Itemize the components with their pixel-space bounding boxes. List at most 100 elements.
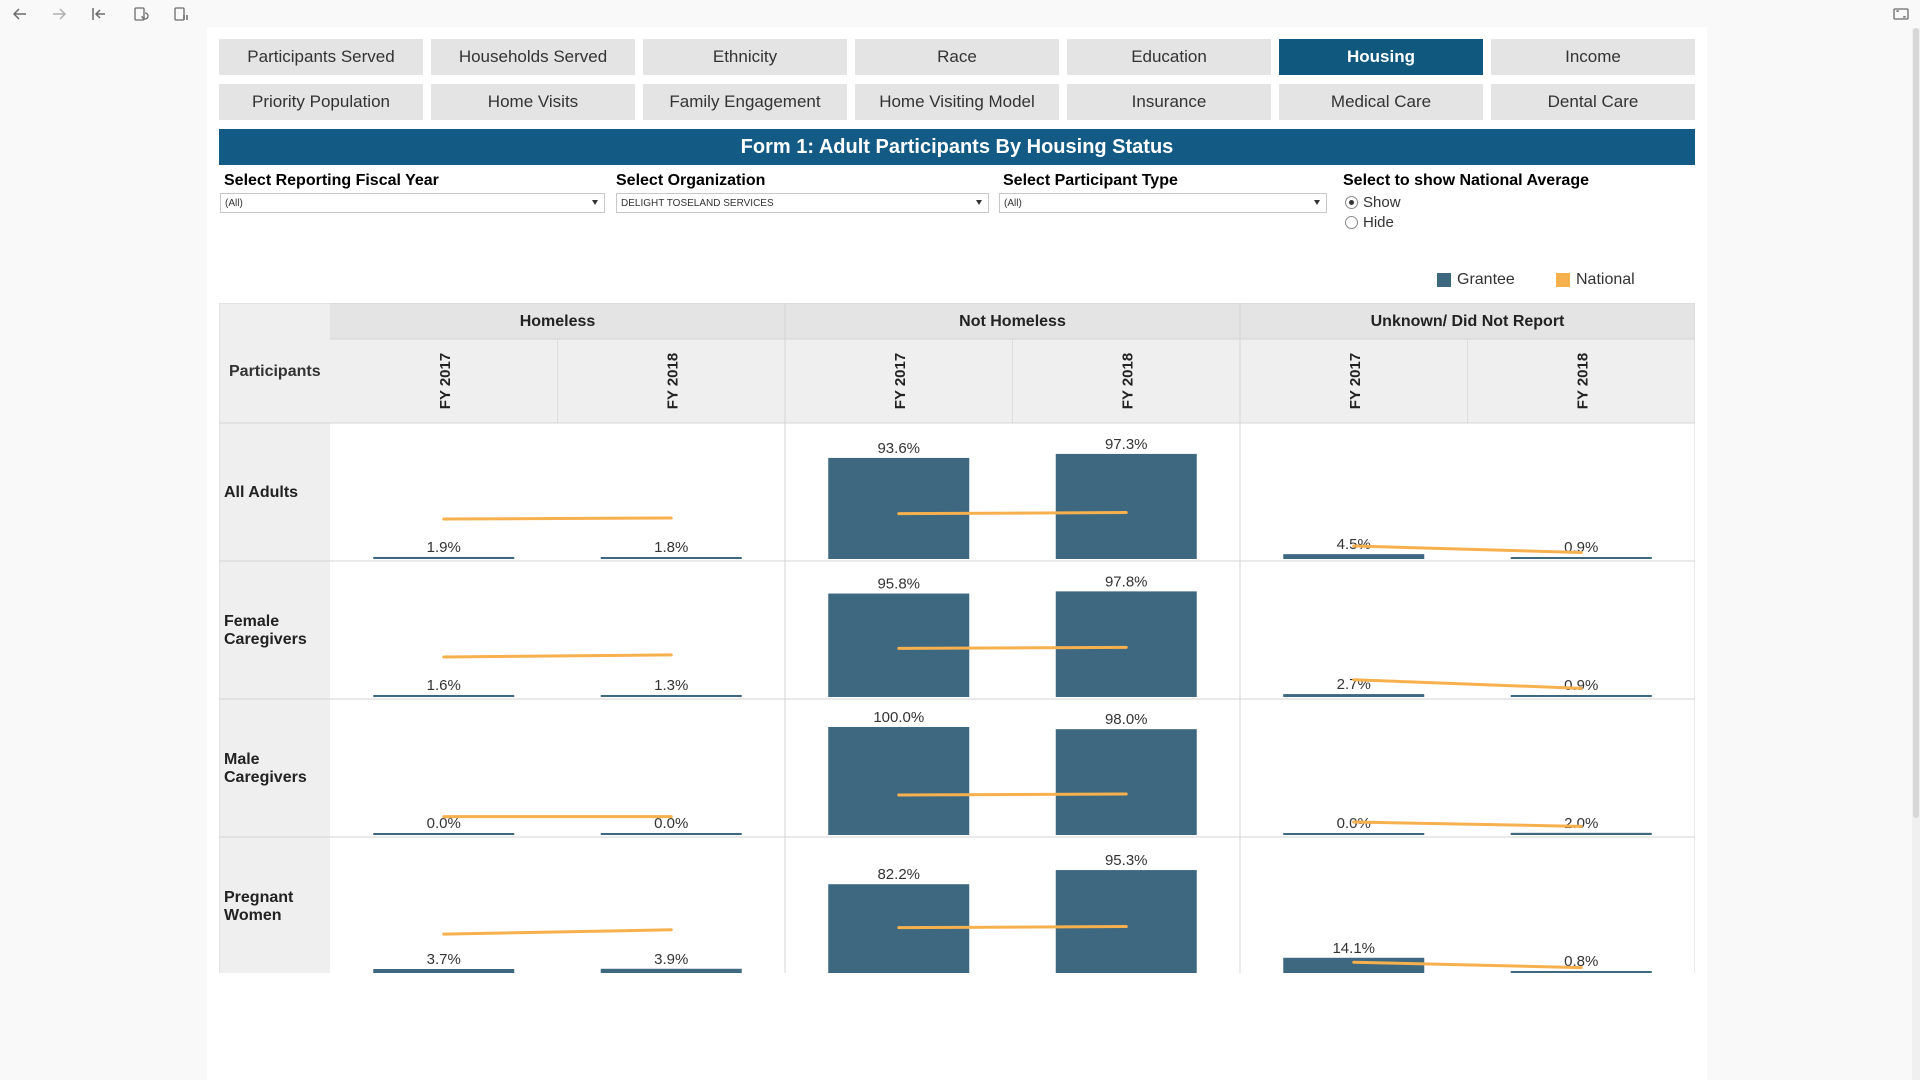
participant-type-value: (All) xyxy=(1004,197,1022,209)
data-label: 0.9% xyxy=(1564,677,1598,694)
tab-home-visiting-model[interactable]: Home Visiting Model xyxy=(855,84,1059,120)
data-label: 14.1% xyxy=(1332,940,1375,957)
tab-households-served[interactable]: Households Served xyxy=(431,39,635,75)
legend-grantee-label: Grantee xyxy=(1457,271,1515,288)
year-tick-label: FY 2018 xyxy=(664,353,681,409)
tab-education[interactable]: Education xyxy=(1067,39,1271,75)
national-average-line xyxy=(1352,544,1583,555)
grantee-bar xyxy=(1283,694,1425,697)
data-label: 95.8% xyxy=(877,576,920,593)
first-page-icon[interactable] xyxy=(88,3,110,25)
tab-housing[interactable]: Housing xyxy=(1279,39,1483,75)
column-header-0: Homeless xyxy=(520,313,596,330)
grantee-bar xyxy=(1510,557,1652,559)
grantee-bar xyxy=(373,969,515,973)
grantee-bar xyxy=(1283,957,1425,973)
tab-participants-served[interactable]: Participants Served xyxy=(219,39,423,75)
national-average-line xyxy=(1352,960,1583,970)
page-title: Form 1: Adult Participants By Housing St… xyxy=(219,129,1695,165)
fiscal-year-value: (All) xyxy=(225,197,243,209)
national-average-line xyxy=(1352,678,1583,690)
chevron-down-icon xyxy=(976,200,982,205)
fiscal-year-label: Select Reporting Fiscal Year xyxy=(224,172,439,189)
tab-dental-care[interactable]: Dental Care xyxy=(1491,84,1695,120)
data-label: 1.3% xyxy=(654,677,688,694)
grantee-bar xyxy=(1510,971,1652,973)
data-label: 0.8% xyxy=(1564,953,1598,970)
national-average-line xyxy=(897,645,1128,650)
grantee-bar xyxy=(1283,833,1425,835)
grantee-bar xyxy=(1055,453,1197,559)
organization-dropdown[interactable]: DELIGHT TOSELAND SERVICES xyxy=(616,193,989,213)
grantee-bar xyxy=(1510,695,1652,697)
radio-hide-label: Hide xyxy=(1363,214,1394,231)
tab-family-engagement[interactable]: Family Engagement xyxy=(643,84,847,120)
national-average-line xyxy=(442,516,673,521)
tab-ethnicity[interactable]: Ethnicity xyxy=(643,39,847,75)
data-label: 1.9% xyxy=(427,539,461,556)
tab-priority-population[interactable]: Priority Population xyxy=(219,84,423,120)
grantee-bar xyxy=(600,968,742,973)
grantee-bar xyxy=(600,833,742,835)
grantee-swatch xyxy=(1437,273,1451,287)
row-label: Pregnant xyxy=(224,889,294,906)
row-label: Caregivers xyxy=(224,631,307,648)
forward-arrow-icon[interactable] xyxy=(48,3,70,25)
year-tick-label: FY 2017 xyxy=(437,353,454,409)
tab-insurance[interactable]: Insurance xyxy=(1067,84,1271,120)
national-average-line xyxy=(442,928,673,936)
national-average-line xyxy=(897,792,1128,797)
radio-hide[interactable]: Hide xyxy=(1345,214,1394,231)
national-average-line xyxy=(897,511,1128,516)
national-swatch xyxy=(1556,273,1570,287)
tab-race[interactable]: Race xyxy=(855,39,1059,75)
column-header-band xyxy=(330,303,1695,339)
data-label: 1.8% xyxy=(654,539,688,556)
data-label: 100.0% xyxy=(873,709,924,726)
participant-type-dropdown[interactable]: (All) xyxy=(999,193,1327,213)
column-header-2: Unknown/ Did Not Report xyxy=(1371,313,1565,330)
grantee-bar xyxy=(828,457,970,559)
grantee-bar xyxy=(828,593,970,697)
tab-income[interactable]: Income xyxy=(1491,39,1695,75)
grantee-bar xyxy=(1283,554,1425,559)
scrollbar-thumb[interactable] xyxy=(1913,28,1919,818)
data-label: 0.0% xyxy=(654,815,688,832)
year-tick-label: FY 2018 xyxy=(1119,353,1136,409)
row-label: Male xyxy=(224,751,260,768)
legend-national[interactable]: National xyxy=(1556,271,1635,289)
data-label: 82.2% xyxy=(877,866,920,883)
data-label: 0.0% xyxy=(427,815,461,832)
column-header-1: Not Homeless xyxy=(959,313,1066,330)
data-label: 1.6% xyxy=(427,677,461,694)
vertical-scrollbar[interactable] xyxy=(1912,28,1920,1080)
data-label: 3.9% xyxy=(654,951,688,968)
year-tick-label: FY 2017 xyxy=(1347,353,1364,409)
fullscreen-icon[interactable] xyxy=(1890,3,1912,25)
data-label: 98.0% xyxy=(1105,711,1148,728)
grantee-bar xyxy=(373,695,515,697)
row-label-column xyxy=(219,303,330,973)
data-label: 97.3% xyxy=(1105,436,1148,453)
tab-medical-care[interactable]: Medical Care xyxy=(1279,84,1483,120)
fiscal-year-dropdown[interactable]: (All) xyxy=(220,193,605,213)
chevron-down-icon xyxy=(592,200,598,205)
grantee-bar xyxy=(600,695,742,697)
grantee-bar xyxy=(373,556,515,559)
back-arrow-icon[interactable] xyxy=(9,3,31,25)
organization-label: Select Organization xyxy=(616,172,766,189)
tab-home-visits[interactable]: Home Visits xyxy=(431,84,635,120)
row-label: All Adults xyxy=(224,484,298,501)
radio-show[interactable]: Show xyxy=(1345,194,1401,211)
refresh-data-icon[interactable] xyxy=(130,3,152,25)
row-label: Caregivers xyxy=(224,769,307,786)
year-tick-label: FY 2018 xyxy=(1574,353,1591,409)
national-average-label: Select to show National Average xyxy=(1343,172,1589,189)
year-tick-label: FY 2017 xyxy=(892,353,909,409)
legend-grantee[interactable]: Grantee xyxy=(1437,271,1515,289)
data-label: 95.3% xyxy=(1105,852,1148,869)
radio-show-label: Show xyxy=(1363,194,1401,211)
grantee-bar xyxy=(828,727,970,835)
data-label: 97.8% xyxy=(1105,573,1148,590)
pause-updates-icon[interactable] xyxy=(170,3,192,25)
